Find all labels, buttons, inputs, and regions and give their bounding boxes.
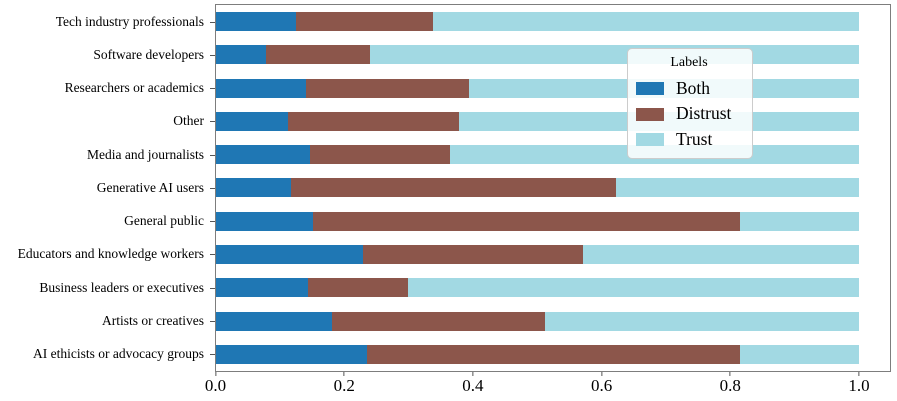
bar-row — [216, 138, 890, 171]
x-tick-mark — [215, 372, 216, 376]
x-tick-label: 0.4 — [462, 376, 484, 395]
bar-segment-distrust — [288, 111, 459, 131]
y-tick-label: Software developers — [0, 38, 215, 71]
bar-row — [216, 238, 890, 271]
x-tick-mark — [343, 372, 345, 376]
bar-track — [216, 344, 860, 364]
y-tick-label: Researchers or academics — [0, 72, 215, 105]
bar-track — [216, 12, 860, 32]
legend-swatch-distrust — [636, 107, 664, 121]
y-tick-label: Media and journalists — [0, 138, 215, 171]
y-tick-label: Business leaders or executives — [0, 271, 215, 304]
x-tick-mark — [472, 372, 474, 376]
bar-segment-both — [216, 344, 368, 364]
bar-row — [216, 205, 890, 238]
legend-title: Labels — [670, 55, 708, 70]
bar-track — [216, 211, 860, 231]
bar-row — [216, 105, 890, 138]
y-tick-label: Tech industry professionals — [0, 5, 215, 38]
bar-segment-distrust — [309, 145, 451, 165]
bar-segment-trust — [433, 12, 860, 32]
bar-segment-distrust — [362, 244, 583, 264]
bar-segment-distrust — [266, 45, 371, 65]
bar-segment-trust — [582, 244, 860, 264]
x-tick-label: 0.8 — [719, 376, 741, 395]
bar-segment-both — [216, 12, 296, 32]
y-tick-label: Educators and knowledge workers — [0, 238, 215, 271]
bar-segment-both — [216, 111, 289, 131]
x-tick: 1.0 — [848, 372, 870, 396]
bar-segment-both — [216, 311, 333, 331]
x-tick: 0.8 — [720, 372, 741, 396]
bar-segment-both — [216, 278, 309, 298]
bar-segment-distrust — [367, 344, 741, 364]
bar-track — [216, 244, 860, 264]
bar-track — [216, 145, 860, 165]
x-tick-mark — [858, 372, 860, 376]
bar-segment-distrust — [308, 278, 409, 298]
x-tick-label: 0.6 — [590, 376, 613, 395]
legend-label: Trust — [676, 128, 713, 149]
legend-entry: Both — [636, 77, 742, 98]
y-tick-label: Generative AI users — [0, 171, 215, 204]
y-tick-label: AI ethicists or advocacy groups — [0, 338, 215, 371]
bar-segment-both — [216, 244, 363, 264]
bar-track — [216, 278, 860, 298]
bar-segment-trust — [615, 178, 860, 198]
x-axis-ticks: 0.0 0.2 0.4 0.6 0.8 1.0 — [205, 372, 891, 400]
legend-entries: Both Distrust Trust — [636, 77, 742, 149]
bar-track — [216, 45, 860, 65]
plot-area: Labels Both Distrust Trust — [215, 4, 891, 372]
y-axis-labels: Tech industry professionals Software deve… — [0, 5, 215, 371]
bar-track — [216, 78, 860, 98]
legend: Labels Both Distrust Trust — [627, 48, 753, 160]
bar-segment-distrust — [291, 178, 616, 198]
legend-entry: Distrust — [636, 105, 742, 123]
bar-row — [216, 338, 890, 371]
y-tick-label: Other — [0, 105, 215, 138]
bar-track — [216, 178, 860, 198]
bar-segment-distrust — [306, 78, 469, 98]
legend-label: Distrust — [676, 103, 732, 124]
x-tick-label: 0.2 — [333, 376, 355, 395]
bar-segment-both — [216, 145, 310, 165]
x-tick-label: 0.0 — [204, 376, 227, 395]
bar-segment-both — [216, 211, 314, 231]
bar-track — [216, 311, 860, 331]
bar-segment-distrust — [295, 12, 434, 32]
x-tick-label: 1.0 — [848, 376, 870, 395]
bar-segment-both — [216, 45, 267, 65]
bar-row — [216, 5, 890, 38]
bar-segment-trust — [370, 45, 860, 65]
legend-label: Both — [676, 77, 711, 98]
bar-series-container — [216, 5, 890, 371]
bar-row — [216, 72, 890, 105]
bar-track — [216, 111, 860, 131]
legend-swatch-both — [636, 82, 664, 96]
y-tick-label: General public — [0, 205, 215, 238]
x-tick-mark — [601, 372, 603, 376]
x-tick-mark — [729, 372, 731, 376]
bar-row — [216, 271, 890, 304]
legend-swatch-trust — [636, 133, 664, 147]
bar-segment-both — [216, 178, 292, 198]
x-tick: 0.0 — [205, 372, 226, 396]
bar-segment-distrust — [332, 311, 546, 331]
x-tick: 0.2 — [334, 372, 355, 396]
bar-segment-trust — [545, 311, 860, 331]
bar-segment-distrust — [313, 211, 740, 231]
bar-segment-trust — [740, 344, 860, 364]
bar-segment-trust — [408, 278, 860, 298]
bar-row — [216, 171, 890, 204]
x-tick: 0.6 — [591, 372, 612, 396]
y-tick-label: Artists or creatives — [0, 304, 215, 337]
bar-row — [216, 304, 890, 337]
x-tick: 0.4 — [462, 372, 484, 396]
bar-row — [216, 38, 890, 71]
legend-entry: Trust — [636, 128, 742, 149]
bar-segment-trust — [739, 211, 860, 231]
bar-segment-both — [216, 78, 307, 98]
